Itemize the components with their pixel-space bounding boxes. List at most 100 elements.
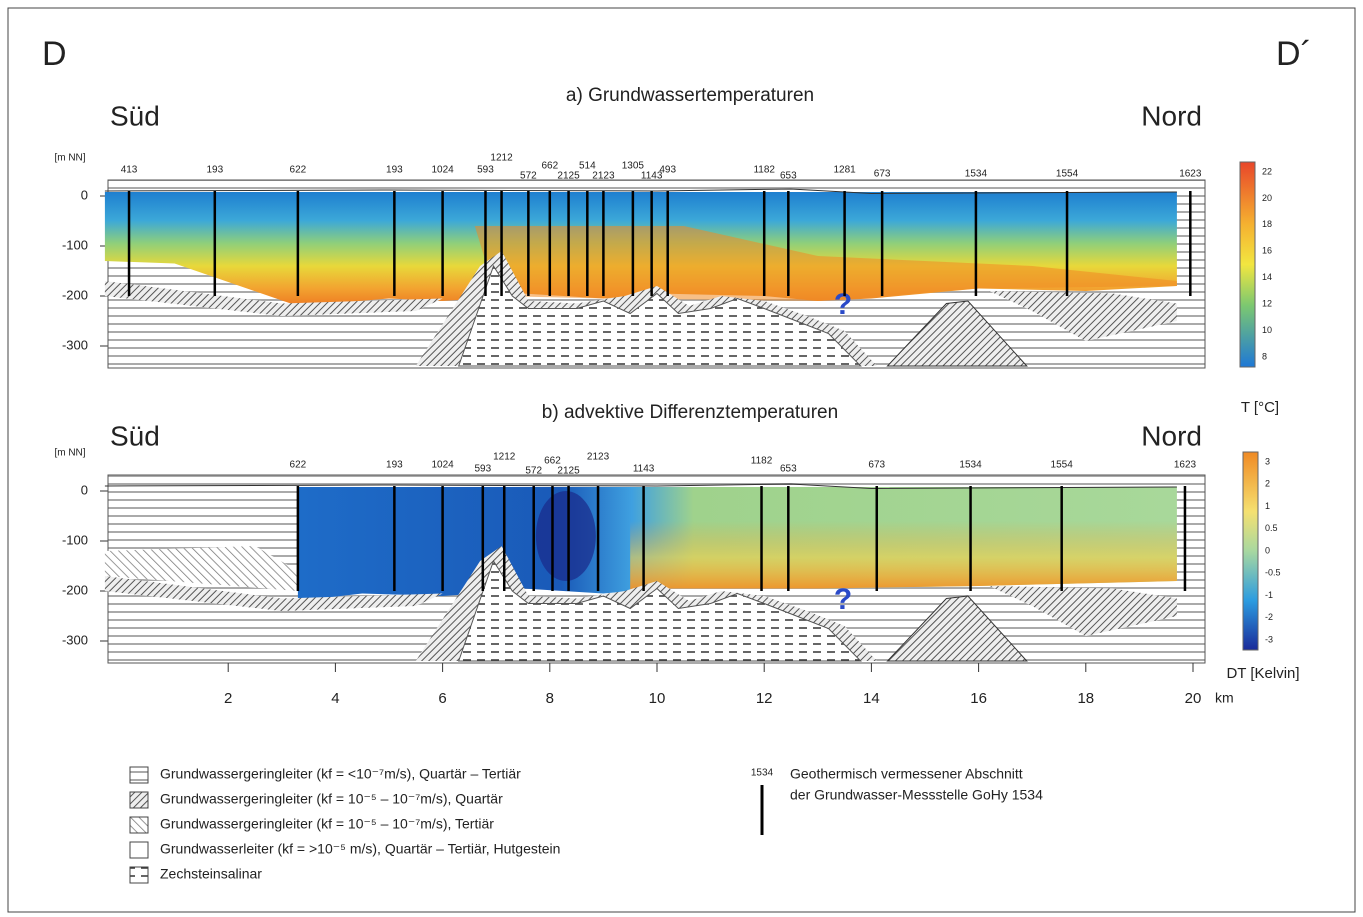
well-label: 1534 — [959, 460, 982, 471]
well-note-text: Geothermisch vermessener Abschnitt — [790, 766, 1023, 782]
well-label: 653 — [780, 171, 797, 182]
well-label: 1024 — [431, 165, 454, 176]
x-tick-label: 20 — [1185, 690, 1202, 707]
legend-swatch — [130, 842, 148, 858]
colorbar-tick-label: 8 — [1262, 351, 1267, 361]
colorbar-tick-label: 1 — [1265, 501, 1270, 511]
panel-title: a) Grundwassertemperaturen — [566, 85, 814, 106]
y-tick-label: -100 — [62, 237, 88, 252]
well-label: 1554 — [1051, 460, 1074, 471]
panel-title: b) advektive Differenztemperaturen — [542, 402, 838, 423]
colorbar — [1240, 162, 1255, 367]
corner-label: D — [42, 35, 67, 73]
colorbar-tick-label: 0 — [1265, 545, 1270, 555]
legend-label: Grundwassergeringleiter (kf = <10⁻⁷m/s),… — [160, 766, 521, 782]
legend-label: Grundwassergeringleiter (kf = 10⁻⁵ – 10⁻… — [160, 791, 503, 807]
well-label: 653 — [780, 464, 797, 475]
y-unit: [m NN] — [54, 153, 85, 164]
well-label: 193 — [206, 165, 223, 176]
well-label: 593 — [477, 165, 494, 176]
colorbar-tick-label: -0.5 — [1265, 568, 1281, 578]
y-tick-label: 0 — [81, 482, 88, 497]
colorbar-tick-label: 3 — [1265, 456, 1270, 466]
y-tick-label: 0 — [81, 187, 88, 202]
y-tick-label: -300 — [62, 632, 88, 647]
legend-swatch — [130, 792, 148, 808]
x-tick-label: 4 — [331, 690, 339, 707]
colorbar — [1243, 452, 1258, 650]
colorbar-title: T [°C] — [1241, 399, 1279, 416]
x-tick-label: 8 — [546, 690, 554, 707]
legend-swatch — [130, 867, 148, 883]
x-tick-label: 18 — [1077, 690, 1094, 707]
well-note-number: 1534 — [751, 768, 774, 779]
colorbar-tick-label: 16 — [1262, 246, 1272, 256]
well-label: 193 — [386, 165, 403, 176]
x-tick-label: 16 — [970, 690, 987, 707]
well-label: 1534 — [965, 169, 988, 180]
well-label: 1212 — [490, 153, 513, 164]
y-tick-label: -200 — [62, 287, 88, 302]
cold-core — [536, 491, 596, 581]
colorbar-tick-label: 22 — [1262, 166, 1272, 176]
annotation: ? — [834, 288, 852, 321]
warm-zone — [630, 521, 1177, 594]
x-tick-label: 12 — [756, 690, 773, 707]
well-label: 1182 — [751, 456, 773, 467]
side-label: Süd — [110, 420, 160, 451]
well-label: 572 — [520, 171, 537, 182]
well-label: 413 — [121, 165, 138, 176]
colorbar-tick-label: 10 — [1262, 325, 1272, 335]
well-label: 1623 — [1179, 169, 1202, 180]
x-unit: km — [1215, 690, 1234, 706]
well-label: 673 — [874, 169, 891, 180]
x-tick-label: 6 — [438, 690, 446, 707]
x-tick-label: 2 — [224, 690, 232, 707]
side-label: Süd — [110, 100, 160, 131]
legend-label: Zechsteinsalinar — [160, 866, 262, 882]
colorbar-tick-label: -1 — [1265, 590, 1273, 600]
well-label: 193 — [386, 460, 403, 471]
colorbar-tick-label: -3 — [1265, 634, 1273, 644]
y-tick-label: -100 — [62, 532, 88, 547]
legend-label: Grundwassergeringleiter (kf = 10⁻⁵ – 10⁻… — [160, 816, 494, 832]
well-label: 2123 — [587, 452, 610, 463]
well-label: 2125 — [557, 171, 580, 182]
corner-label: D´ — [1276, 35, 1312, 73]
y-tick-label: -300 — [62, 337, 88, 352]
well-label: 1143 — [633, 464, 655, 475]
well-label: 1623 — [1174, 460, 1197, 471]
colorbar-tick-label: 2 — [1265, 479, 1270, 489]
well-label: 1182 — [753, 165, 775, 176]
colorbar-tick-label: 18 — [1262, 219, 1272, 229]
legend-label: Grundwasserleiter (kf = >10⁻⁵ m/s), Quar… — [160, 841, 560, 857]
side-label: Nord — [1141, 100, 1202, 131]
colorbar-tick-label: 20 — [1262, 193, 1272, 203]
legend-swatch — [130, 767, 148, 783]
well-label: 673 — [868, 460, 885, 471]
well-label: 2123 — [592, 171, 615, 182]
side-label: Nord — [1141, 420, 1202, 451]
y-tick-label: -200 — [62, 582, 88, 597]
y-unit: [m NN] — [54, 448, 85, 459]
x-tick-label: 14 — [863, 690, 880, 707]
well-label: 622 — [290, 165, 307, 176]
well-label: 593 — [474, 464, 491, 475]
colorbar-tick-label: 0.5 — [1265, 523, 1278, 533]
x-tick-label: 10 — [649, 690, 666, 707]
colorbar-tick-label: 14 — [1262, 272, 1272, 282]
legend-swatch — [130, 817, 148, 833]
well-label: 1024 — [431, 460, 454, 471]
colorbar-tick-label: 12 — [1262, 299, 1272, 309]
colorbar-title: DT [Kelvin] — [1226, 665, 1299, 682]
well-label: 2125 — [557, 466, 580, 477]
well-label: 622 — [290, 460, 307, 471]
well-label: 662 — [541, 161, 558, 172]
annotation: ? — [834, 583, 852, 616]
well-label: 493 — [659, 165, 676, 176]
well-label: 572 — [525, 466, 542, 477]
well-note-text: der Grundwasser-Messstelle GoHy 1534 — [790, 787, 1043, 803]
content: a) Grundwassertemperaturen Süd Nord [m NN] 0… — [54, 85, 1299, 883]
well-label: 1281 — [833, 165, 856, 176]
well-label: 1554 — [1056, 169, 1079, 180]
